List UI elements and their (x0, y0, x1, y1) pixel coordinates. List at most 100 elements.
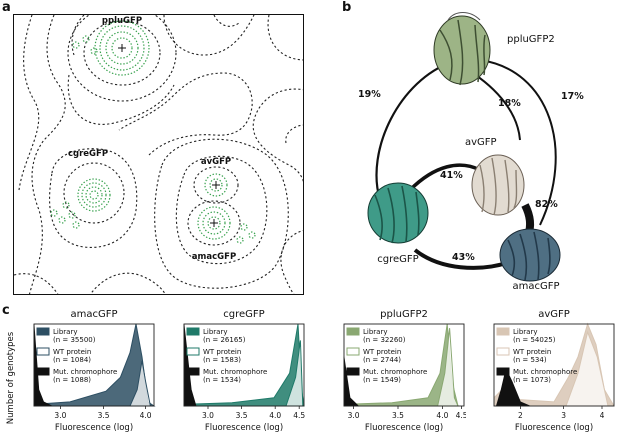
legend-swatch (346, 347, 360, 356)
fitness-landscape-map: ppluGFP cgreGFP avGFP amacGFP (13, 14, 304, 295)
legend-name: WT protein (363, 348, 401, 356)
satellite-cluster (62, 201, 70, 209)
edge-label-ppluGFP2-avGFP: 18% (498, 98, 521, 109)
hist-ylabel-wrap: Number of genotypes (3, 328, 16, 428)
contour-line (89, 272, 166, 294)
contour-line (71, 15, 85, 56)
legend-swatch (36, 347, 50, 356)
satellite-cluster (72, 221, 80, 229)
plot-frame (343, 323, 465, 407)
x-axis-label: Fluorescence (log) (55, 423, 133, 433)
cluster-ppluGFP (94, 20, 150, 76)
center-marker-amacGFP (210, 219, 218, 227)
hist-ylabel-svg: Number of genotypes (6, 331, 16, 424)
satellite-cluster (72, 41, 80, 49)
histogram-title: cgreGFP (223, 309, 264, 320)
label-cgreGFP: cgreGFP (68, 149, 108, 159)
edge-label-cgreGFP-amacGFP: 43% (452, 252, 475, 263)
cluster-ppluGFP (105, 31, 139, 65)
edge-label-avGFP-amacGFP: 82% (535, 199, 558, 210)
edge-label-ppluGFP2-amacGFP: 17% (561, 91, 584, 102)
x-tick-label: 4 (600, 411, 605, 420)
contour-line (14, 273, 59, 294)
legend-count: (n = 1088) (53, 376, 91, 384)
satellite-cluster (58, 216, 66, 224)
label-amacGFP: amacGFP (192, 252, 236, 262)
legend-count: (n = 32260) (363, 336, 406, 344)
legend-count: (n = 1073) (513, 376, 551, 384)
edge-label-ppluGFP2-cgreGFP: 19% (358, 89, 381, 100)
legend-name: WT protein (53, 348, 91, 356)
x-tick-label: 2 (518, 411, 523, 420)
x-tick-label: 4.0 (269, 411, 281, 420)
contour-line (213, 15, 240, 27)
satellite-cluster (82, 35, 90, 43)
plot-frame (183, 323, 305, 407)
cluster-avGFP (209, 178, 223, 192)
series-mut-chromophore (343, 356, 360, 407)
protein-ppluGFP2 (433, 12, 491, 86)
x-axis-label: Fluorescence (log) (205, 423, 283, 433)
cluster-avGFP (204, 173, 228, 197)
contour-line (285, 124, 303, 144)
x-tick-label: 3.0 (202, 411, 214, 420)
x-tick-label: 3.5 (392, 411, 404, 420)
contour-avGFP (193, 166, 239, 204)
x-tick-label: 4.5 (456, 411, 466, 420)
satellite-cluster (68, 211, 76, 219)
protein-network: ppluGFP2 avGFP cgreGFP amacGFP 19% 18% 1… (358, 12, 584, 292)
x-tick-label: 4.5 (293, 411, 305, 420)
legend-name: WT protein (513, 348, 551, 356)
histogram-title: ppluGFP2 (380, 309, 428, 320)
panel-letter-a: a (2, 0, 11, 15)
legend-count: (n = 1084) (53, 356, 91, 364)
center-marker-ppluGFP (118, 44, 126, 52)
contour-line (163, 15, 255, 56)
legend-swatch (496, 367, 510, 376)
contour-line (280, 230, 303, 294)
x-tick-label: 3 (561, 411, 566, 420)
plot-frame (33, 323, 155, 407)
contour-line (118, 72, 253, 156)
legend-swatch (496, 327, 510, 336)
label-ppluGFP2: ppluGFP2 (507, 34, 555, 45)
legend-count: (n = 26165) (203, 336, 246, 344)
cluster-cgreGFP (81, 182, 107, 208)
legend-name: Mut. chromophore (363, 368, 427, 376)
legend-count: (n = 54025) (513, 336, 556, 344)
satellite-cluster (240, 223, 248, 231)
legend-swatch (496, 347, 510, 356)
legend-count: (n = 1534) (203, 376, 241, 384)
legend-name: Library (203, 328, 227, 336)
panel-letter-c: c (2, 303, 10, 318)
legend-name: WT protein (203, 348, 241, 356)
contour-cgreGFP-outer (49, 148, 138, 248)
x-tick-label: 3.0 (54, 411, 66, 420)
x-tick-label: 3.5 (98, 411, 110, 420)
legend-swatch (346, 327, 360, 336)
contour-cgreGFP-inner (63, 162, 125, 224)
edge-ppluGFP2-cgreGFP (375, 60, 453, 201)
cluster-amacGFP (207, 216, 221, 230)
center-marker-avGFP (212, 181, 220, 189)
legend-swatch (186, 327, 200, 336)
x-tick-label: 4.0 (140, 411, 152, 420)
plot-frame (493, 323, 615, 407)
x-tick-label: 3.5 (236, 411, 248, 420)
cluster-cgreGFP (77, 178, 111, 212)
legend-count: (n = 534) (513, 356, 547, 364)
histogram-title: avGFP (538, 309, 570, 320)
cluster-cgreGFP (85, 186, 103, 204)
legend-count: (n = 1583) (203, 356, 241, 364)
protein-cgreGFP (367, 182, 429, 244)
cluster-amacGFP (197, 206, 231, 240)
legend-swatch (346, 367, 360, 376)
cluster-ppluGFP (99, 25, 145, 71)
legend-name: Mut. chromophore (53, 368, 117, 376)
contour-line (267, 15, 303, 61)
legend-name: Library (513, 328, 537, 336)
label-ppluGFP: ppluGFP (102, 16, 142, 26)
